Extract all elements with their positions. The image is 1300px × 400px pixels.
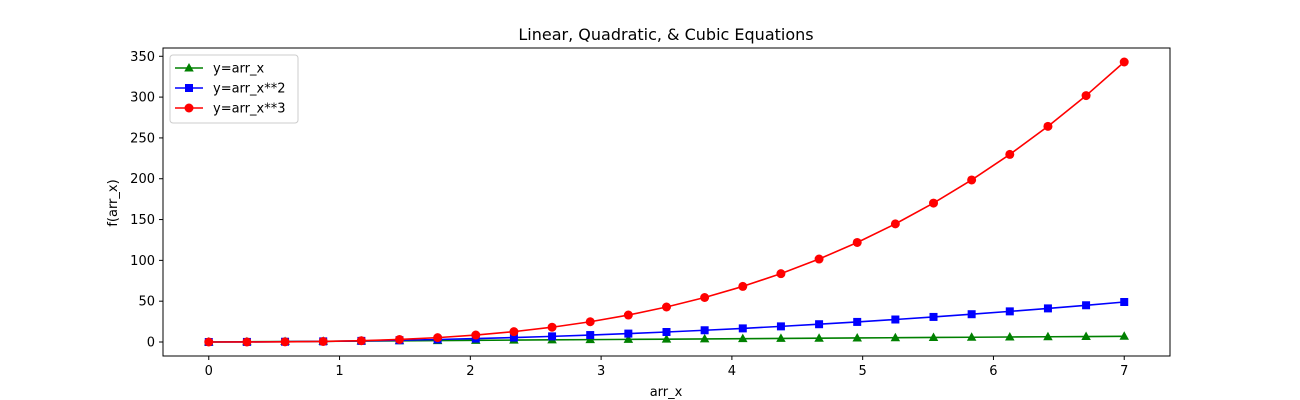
- y-tick-label: 0: [147, 336, 155, 351]
- data-point: [585, 317, 595, 327]
- x-tick-label: 6: [989, 364, 997, 379]
- data-point: [1081, 91, 1091, 101]
- data-point: [623, 334, 634, 343]
- data-point: [814, 254, 824, 264]
- data-point: [700, 293, 710, 303]
- data-point: [1043, 304, 1052, 313]
- data-point: [1119, 57, 1129, 67]
- data-point: [318, 336, 328, 346]
- data-point: [471, 330, 481, 340]
- data-point: [853, 317, 862, 326]
- legend-marker: [185, 84, 193, 92]
- data-point: [815, 320, 824, 329]
- x-axis-title: arr_x: [650, 385, 683, 400]
- data-point: [1120, 298, 1129, 306]
- data-point: [1005, 331, 1015, 341]
- data-point: [433, 333, 443, 343]
- y-tick-label: 100: [130, 254, 155, 269]
- data-point: [623, 310, 633, 320]
- data-point: [929, 312, 938, 321]
- y-axis-title: f(arr_x): [106, 179, 121, 226]
- data-point: [394, 334, 404, 344]
- x-tick-label: 2: [466, 364, 474, 379]
- legend-label: y=arr_x: [213, 62, 265, 77]
- data-point: [1043, 331, 1053, 341]
- data-point: [776, 269, 786, 279]
- data-point: [1119, 331, 1129, 340]
- data-point: [890, 219, 900, 229]
- x-tick-label: 5: [859, 364, 867, 379]
- data-point: [661, 334, 672, 343]
- data-point: [928, 332, 939, 341]
- data-point: [624, 329, 633, 338]
- y-tick-label: 50: [138, 295, 155, 310]
- data-point: [776, 333, 786, 342]
- data-point: [509, 327, 519, 337]
- data-point: [929, 198, 939, 208]
- data-point: [547, 322, 557, 332]
- x-tick-label: 0: [205, 364, 213, 379]
- series-line: [208, 61, 1125, 343]
- data-point: [662, 302, 671, 312]
- y-tick-label: 250: [130, 131, 155, 146]
- data-point: [242, 337, 252, 347]
- data-point: [509, 333, 518, 342]
- data-point: [699, 333, 710, 343]
- data-point: [966, 332, 977, 341]
- data-point: [967, 310, 976, 319]
- plot-frame: [162, 47, 1171, 357]
- data-point: [852, 332, 862, 342]
- data-point: [1005, 149, 1015, 159]
- legend-box: [169, 54, 299, 124]
- data-point: [280, 337, 290, 347]
- data-point: [548, 332, 557, 341]
- data-point: [356, 336, 366, 346]
- legend-label: y=arr_x**2: [213, 82, 285, 97]
- data-point: [1043, 121, 1053, 131]
- data-point: [1005, 307, 1014, 316]
- data-point: [852, 237, 862, 247]
- data-point: [891, 315, 900, 324]
- legend: y=arr_x y=arr_x**2 y=arr_x**3: [169, 54, 299, 124]
- data-point: [1081, 331, 1091, 341]
- x-tick-label: 7: [1120, 364, 1128, 379]
- x-tick-label: 4: [728, 364, 736, 379]
- data-point: [967, 175, 977, 185]
- x-tick-label: 1: [335, 364, 343, 379]
- y-tick-label: 300: [130, 91, 155, 106]
- data-point: [700, 326, 709, 335]
- data-point: [776, 322, 785, 331]
- y-tick-label: 150: [130, 213, 155, 228]
- legend-label: y=arr_x**3: [213, 102, 285, 117]
- y-axis: 0 50 100 150 200 250 300 350: [130, 50, 163, 351]
- data-point: [738, 333, 748, 343]
- y-tick-label: 200: [130, 172, 155, 187]
- series-layer: [204, 57, 1129, 347]
- data-point: [814, 333, 824, 342]
- chart-title: Linear, Quadratic, & Cubic Equations: [518, 25, 813, 44]
- data-point: [890, 332, 901, 342]
- data-point: [738, 281, 748, 291]
- x-tick-label: 3: [597, 364, 605, 379]
- data-point: [586, 331, 595, 340]
- data-point: [662, 328, 671, 336]
- data-point: [204, 337, 214, 347]
- data-point: [738, 324, 747, 333]
- series-circle: [204, 57, 1129, 347]
- y-tick-label: 350: [130, 50, 155, 65]
- x-axis: 0 1 2 3 4 5 6 7: [205, 356, 1128, 379]
- legend-marker: [184, 103, 194, 113]
- data-point: [1082, 301, 1091, 310]
- legend-marker: [184, 63, 194, 72]
